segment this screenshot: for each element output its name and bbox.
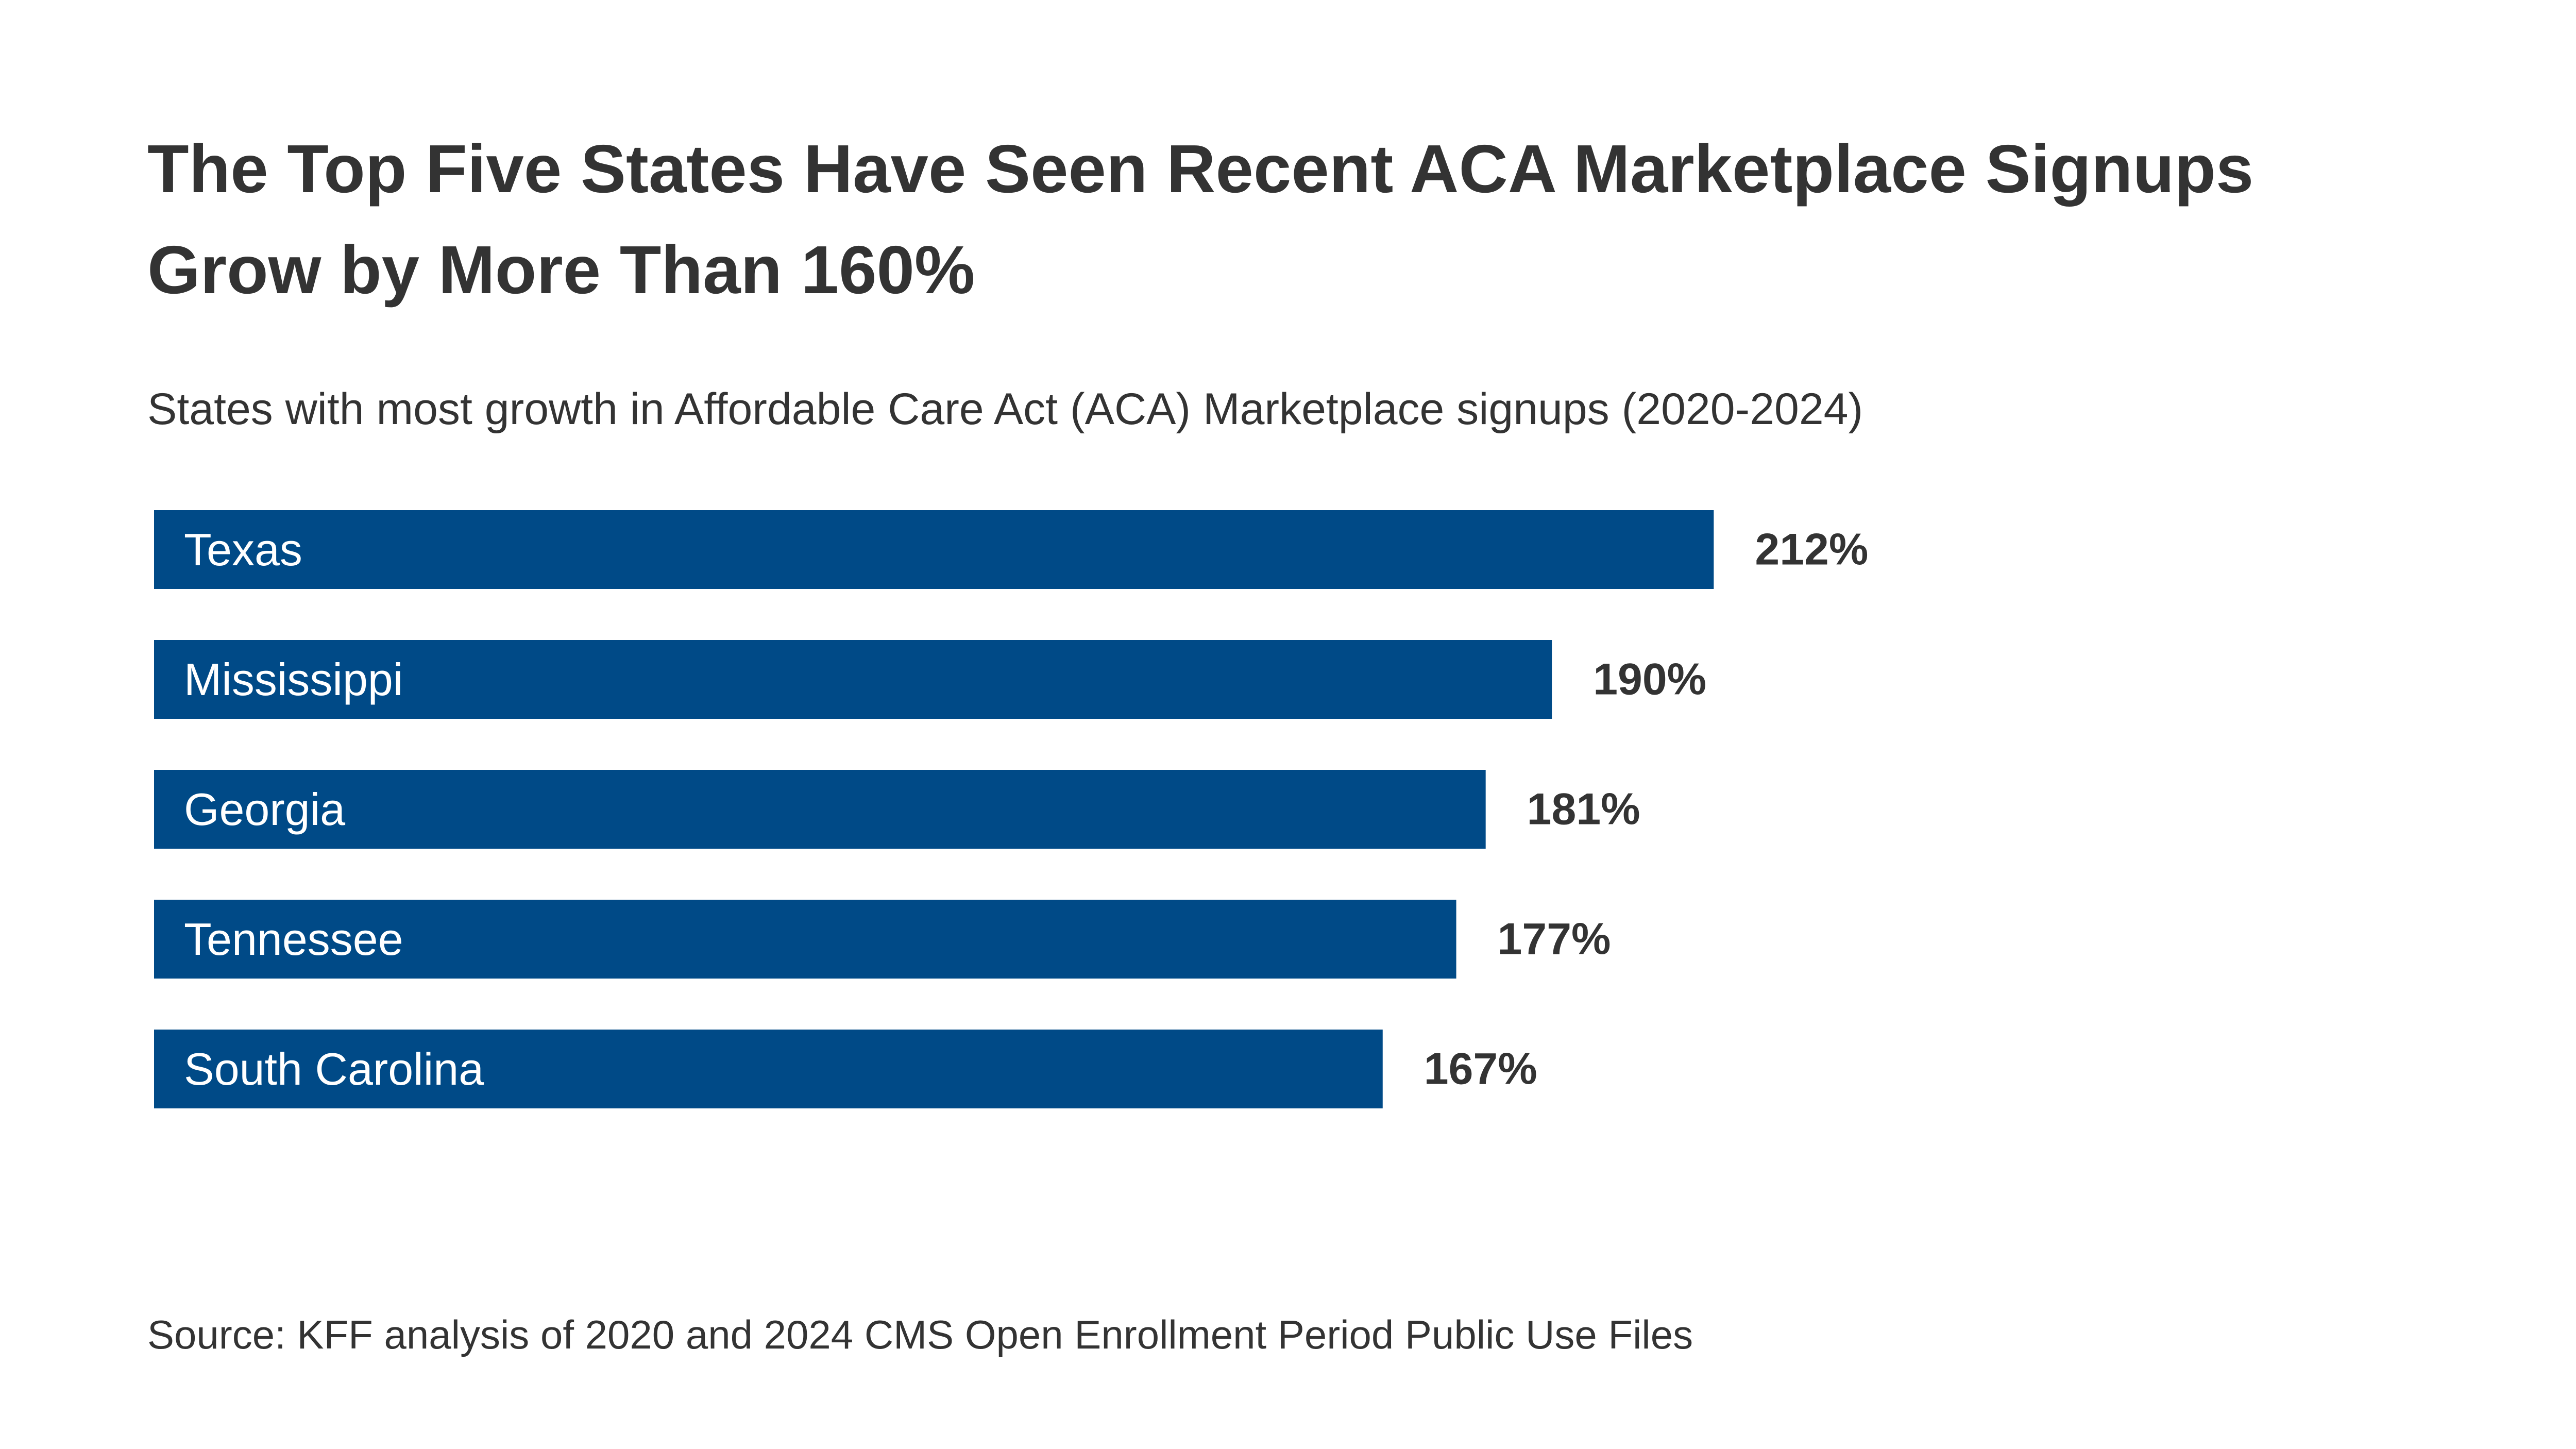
value-label: 190% (1593, 655, 1706, 704)
value-label: 181% (1527, 785, 1640, 834)
bar (154, 640, 1552, 719)
chart-subtitle: States with most growth in Affordable Ca… (147, 384, 1863, 434)
value-label: 177% (1498, 915, 1611, 964)
value-label: 212% (1755, 525, 1868, 575)
source-note: Source: KFF analysis of 2020 and 2024 CM… (147, 1312, 1693, 1357)
bar (154, 1030, 1383, 1108)
category-label: Mississippi (184, 654, 403, 705)
bar (154, 770, 1486, 849)
chart-title: The Top Five States Have Seen Recent ACA… (147, 131, 2254, 308)
category-label: South Carolina (184, 1043, 484, 1094)
category-label: Tennessee (184, 914, 403, 965)
category-label: Georgia (184, 784, 345, 835)
value-label: 167% (1424, 1044, 1537, 1094)
bar (154, 510, 1714, 589)
category-label: Texas (184, 524, 302, 575)
bar (154, 900, 1456, 979)
